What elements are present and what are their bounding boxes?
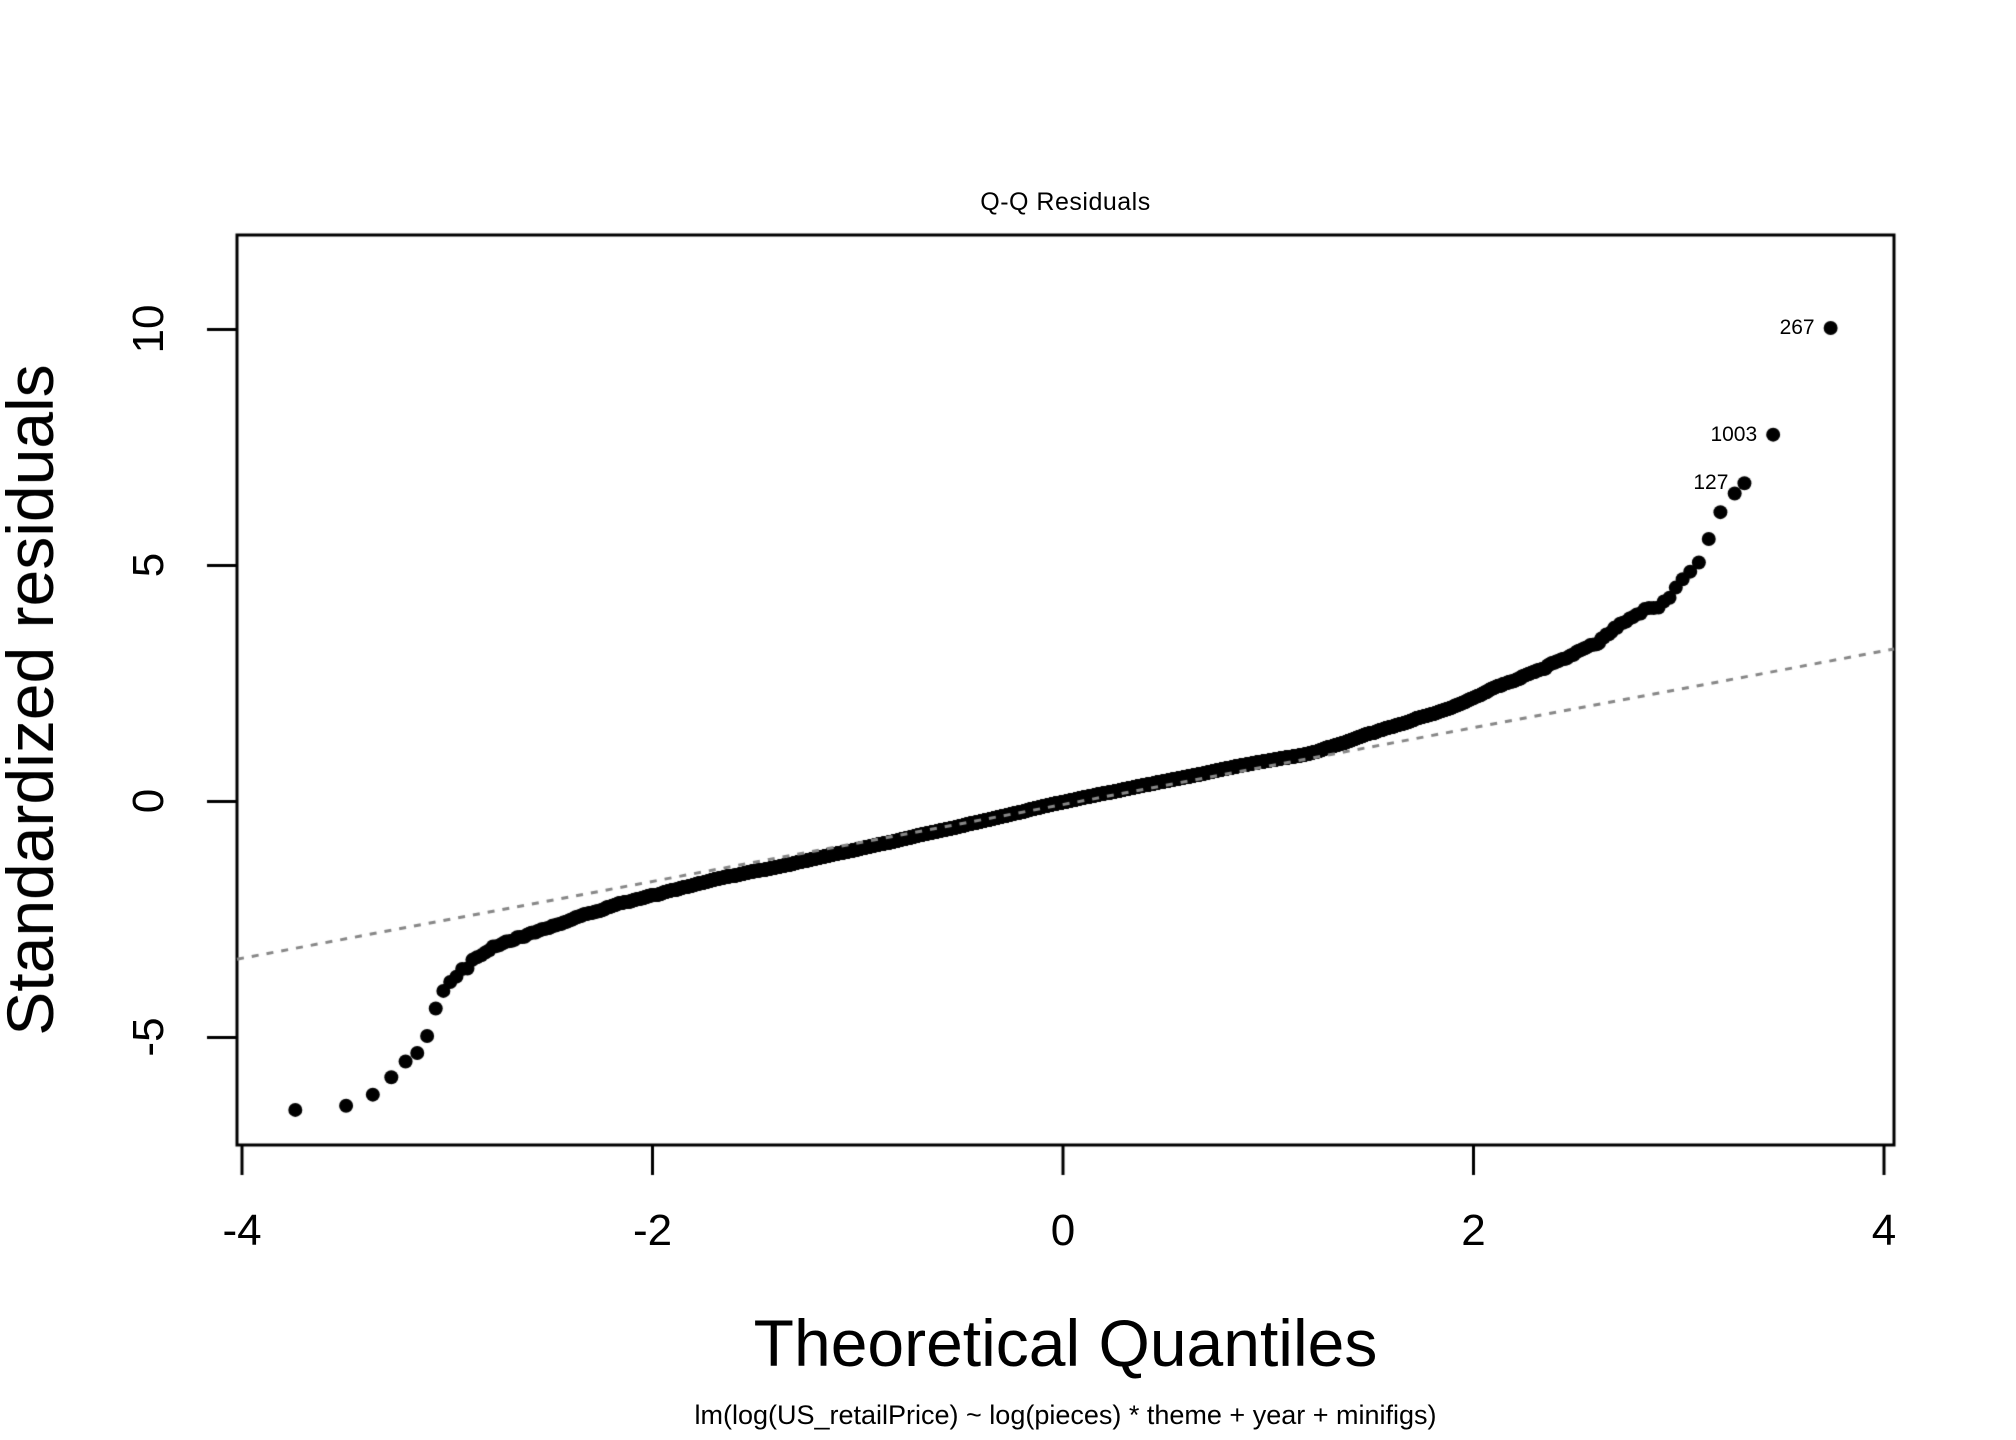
- x-tick-label--2: -2: [632, 1206, 673, 1255]
- x-tick-label-0: 0: [1050, 1206, 1076, 1255]
- model-formula-caption: lm(log(US_retailPrice) ~ log(pieces) * t…: [694, 1400, 1437, 1430]
- y-tick-label-5: 5: [124, 553, 173, 578]
- y-tick-label-10: 10: [124, 304, 173, 354]
- outlier-label-267: 267: [1779, 315, 1815, 339]
- x-tick-label-2: 2: [1461, 1206, 1486, 1255]
- x-tick-label-4: 4: [1871, 1206, 1897, 1255]
- outlier-label-1003: 1003: [1710, 422, 1758, 446]
- x-axis-label: Theoretical Quantiles: [753, 1306, 1378, 1380]
- outlier-label-127: 127: [1693, 471, 1729, 495]
- x-tick-label--4: -4: [222, 1206, 262, 1255]
- y-tick-label-0: 0: [124, 789, 173, 814]
- chart-title: Q-Q Residuals: [980, 188, 1151, 216]
- y-axis-label: Standardized residuals: [0, 364, 67, 1036]
- y-tick-label--5: -5: [124, 1017, 173, 1057]
